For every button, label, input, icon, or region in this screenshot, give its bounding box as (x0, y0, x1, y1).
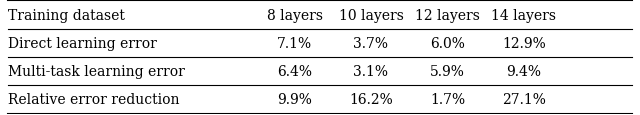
Text: 7.1%: 7.1% (277, 37, 312, 50)
Text: 3.7%: 3.7% (353, 37, 388, 50)
Text: Direct learning error: Direct learning error (8, 37, 157, 50)
Text: 12.9%: 12.9% (502, 37, 546, 50)
Text: 10 layers: 10 layers (339, 9, 403, 22)
Text: Relative error reduction: Relative error reduction (8, 93, 179, 106)
Text: 6.0%: 6.0% (430, 37, 465, 50)
Text: Training dataset: Training dataset (8, 9, 125, 22)
Text: 16.2%: 16.2% (349, 93, 393, 106)
Text: 8 layers: 8 layers (266, 9, 323, 22)
Text: 1.7%: 1.7% (430, 93, 465, 106)
Text: 9.4%: 9.4% (506, 65, 541, 78)
Text: 6.4%: 6.4% (277, 65, 312, 78)
Text: 12 layers: 12 layers (415, 9, 480, 22)
Text: 14 layers: 14 layers (492, 9, 556, 22)
Text: 3.1%: 3.1% (353, 65, 388, 78)
Text: 9.9%: 9.9% (277, 93, 312, 106)
Text: 27.1%: 27.1% (502, 93, 546, 106)
Text: Multi-task learning error: Multi-task learning error (8, 65, 184, 78)
Text: 5.9%: 5.9% (430, 65, 465, 78)
